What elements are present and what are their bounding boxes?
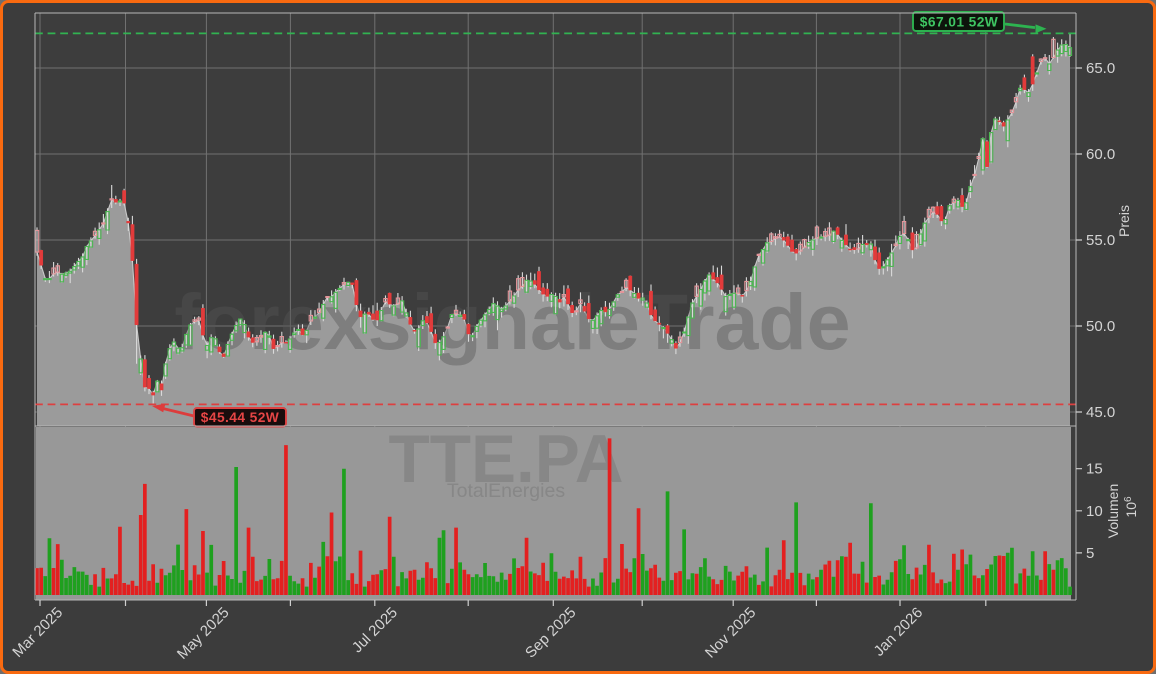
- svg-text:50.0: 50.0: [1086, 318, 1115, 335]
- svg-text:45.0: 45.0: [1086, 404, 1115, 421]
- svg-text:$67.01 52W: $67.01 52W: [920, 14, 999, 29]
- svg-text:Preis: Preis: [1116, 205, 1132, 237]
- svg-text:TotalEnergies: TotalEnergies: [447, 480, 565, 502]
- svg-text:65.0: 65.0: [1086, 60, 1115, 77]
- svg-text:5: 5: [1086, 545, 1094, 562]
- svg-text:60.0: 60.0: [1086, 146, 1115, 163]
- svg-text:15: 15: [1086, 461, 1103, 478]
- svg-text:forexsignaleTrade: forexsignaleTrade: [174, 277, 850, 366]
- svg-text:10: 10: [1086, 503, 1103, 520]
- svg-text:$45.44 52W: $45.44 52W: [201, 410, 280, 425]
- svg-text:Volumen: Volumen: [1105, 484, 1121, 538]
- svg-text:55.0: 55.0: [1086, 232, 1115, 249]
- svg-text:TTE.PA: TTE.PA: [389, 422, 624, 497]
